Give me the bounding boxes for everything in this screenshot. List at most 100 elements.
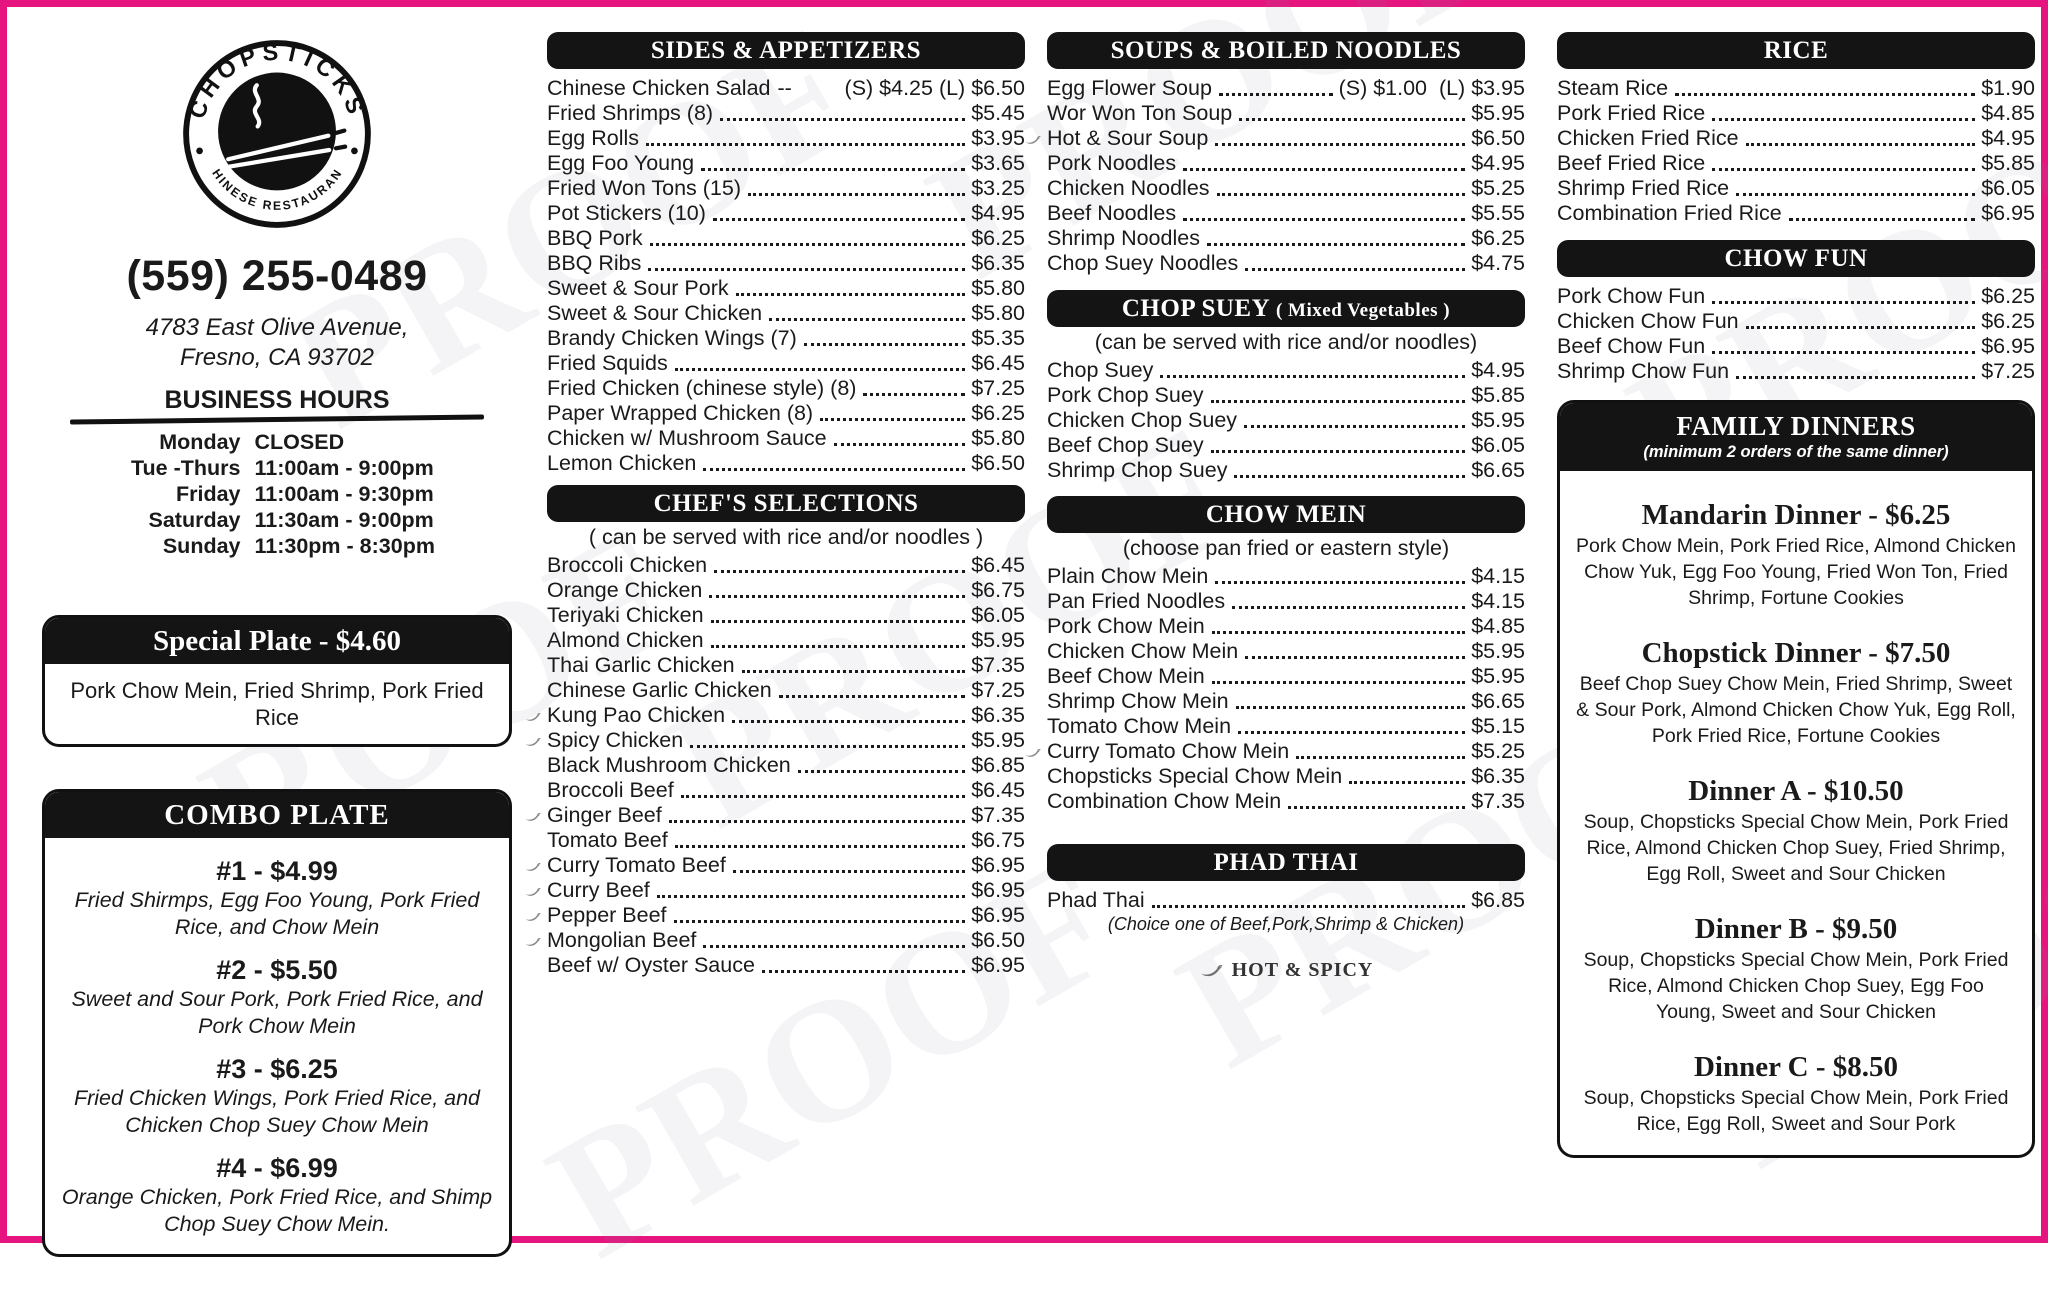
menu-item-row: Wor Won Ton Soup $5.95 — [1047, 101, 1525, 126]
menu-item-name: Egg Foo Young — [547, 151, 695, 175]
menu-item-price: $6.95 — [971, 953, 1025, 977]
menu-item-name: Chinese Chicken Salad — [547, 76, 771, 100]
dotted-leader — [680, 795, 966, 798]
chili-pepper-icon — [524, 808, 541, 825]
menu-item-name: Beef w/ Oyster Sauce — [547, 953, 755, 977]
dotted-leader — [710, 620, 966, 623]
menu-item-price: $1.90 — [1981, 76, 2035, 100]
chopsticks-logo-icon: CHOPSTICKS CHINESE RESTAURANT — [171, 22, 371, 228]
menu-item-name: Pork Chop Suey — [1047, 383, 1204, 407]
menu-item-price: $6.05 — [1471, 433, 1525, 457]
dotted-leader — [710, 645, 966, 648]
menu-item-price: $3.25 — [971, 176, 1025, 200]
menu-item-price: $6.25 — [971, 401, 1025, 425]
chow-mein-subtitle: (choose pan fried or eastern style) — [1122, 536, 1450, 560]
combo-plate-items: #1 - $4.99 Fried Shirmps, Egg Foo Young,… — [45, 838, 509, 1254]
menu-item-price: $5.95 — [971, 628, 1025, 652]
menu-item-name: Curry Tomato Beef — [547, 853, 726, 877]
special-plate-box: Special Plate - $4.60 Pork Chow Mein, Fr… — [42, 615, 512, 747]
menu-item-name: BBQ Ribs — [547, 251, 642, 275]
chili-pepper-icon — [524, 858, 541, 875]
chop-suey-items: Chop Suey $4.95 Pork Chop Suey $5.85 Chi… — [1047, 358, 1525, 483]
dotted-leader — [1288, 806, 1466, 809]
menu-item-name: Pork Noodles — [1047, 151, 1177, 175]
menu-item-price: $6.05 — [971, 603, 1025, 627]
dotted-leader — [863, 393, 966, 396]
menu-item-row: Chicken Noodles $5.25 — [1047, 176, 1525, 201]
family-dinner-description: Pork Chow Mein, Pork Fried Rice, Almond … — [1576, 535, 2016, 609]
menu-item-row: Beef Chow Mein $5.95 — [1047, 664, 1525, 689]
business-hours-title: BUSINESS HOURS — [164, 386, 390, 414]
dotted-leader — [646, 143, 966, 146]
menu-item-row: Pot Stickers (10) $4.95 — [547, 201, 1025, 226]
dotted-leader — [732, 720, 966, 723]
dotted-leader — [1206, 243, 1466, 246]
family-dinners-box: FAMILY DINNERS (minimum 2 orders of the … — [1557, 400, 2035, 1158]
dotted-leader — [1210, 400, 1466, 403]
menu-item-name: Egg Rolls — [547, 126, 640, 150]
business-hours-underline — [70, 414, 484, 425]
menu-item-row: Shrimp Noodles $6.25 — [1047, 226, 1525, 251]
dotted-leader — [720, 118, 966, 121]
dotted-leader — [1296, 756, 1466, 759]
menu-item-name: Shrimp Fried Rice — [1557, 176, 1730, 200]
menu-item-name: Beef Chow Fun — [1557, 334, 1706, 358]
dotted-leader — [735, 293, 966, 296]
menu-item-price: $5.85 — [1981, 151, 2035, 175]
menu-item-name: Chicken Fried Rice — [1557, 126, 1739, 150]
column-appetizers-chefs: SIDES & APPETIZERS Chinese Chicken Salad… — [525, 7, 1025, 978]
dotted-leader — [1244, 425, 1466, 428]
dotted-leader — [648, 268, 966, 271]
business-hours-day: Tue -Thurs — [131, 456, 241, 480]
family-dinners-title: FAMILY DINNERS — [1676, 411, 1916, 441]
menu-item-name: Hot & Sour Soup — [1047, 126, 1209, 150]
menu-item-price: $5.95 — [1471, 101, 1525, 125]
special-plate-description: Pork Chow Mein, Fried Shrimp, Pork Fried… — [70, 678, 484, 730]
menu-item-row: Chopsticks Special Chow Mein $6.35 — [1047, 764, 1525, 789]
dotted-leader — [1238, 731, 1466, 734]
restaurant-logo: CHOPSTICKS CHINESE RESTAURANT — [42, 22, 512, 240]
dotted-leader — [674, 845, 966, 848]
dotted-leader — [668, 820, 966, 823]
menu-item-row: Shrimp Chow Mein $6.65 — [1047, 689, 1525, 714]
combo-item-title: #1 - $4.99 — [216, 856, 338, 886]
menu-item-row: Orange Chicken $6.75 — [547, 578, 1025, 603]
menu-item-name: Orange Chicken — [547, 578, 703, 602]
menu-item-row: Pork Chow Fun $6.25 — [1557, 284, 2035, 309]
dotted-leader — [1210, 450, 1466, 453]
menu-item-price: $5.15 — [1471, 714, 1525, 738]
menu-item-name: Tomato Beef — [547, 828, 668, 852]
chili-pepper-icon — [524, 733, 541, 750]
menu-item-name: Thai Garlic Chicken — [547, 653, 735, 677]
family-dinner: Dinner A - $10.50 Soup, Chopsticks Speci… — [1576, 774, 2016, 887]
dotted-leader — [1712, 168, 1976, 171]
menu-item-row: Ginger Beef $7.35 — [525, 803, 1025, 828]
menu-item-price: $4.85 — [1471, 614, 1525, 638]
combo-item-description: Fried Chicken Wings, Pork Fried Rice, an… — [73, 1086, 481, 1137]
menu-item-name: Tomato Chow Mein — [1047, 714, 1232, 738]
menu-item-row: Steam Rice $1.90 — [1557, 76, 2035, 101]
menu-item-name: Broccoli Beef — [547, 778, 674, 802]
menu-item-row: Chicken Chow Mein $5.95 — [1047, 639, 1525, 664]
menu-item-name: Steam Rice — [1557, 76, 1669, 100]
dotted-leader — [1245, 656, 1466, 659]
family-dinner-title: Chopstick Dinner - $7.50 — [1641, 637, 1951, 669]
menu-item-name: Brandy Chicken Wings (7) — [547, 326, 797, 350]
dotted-leader — [769, 318, 966, 321]
menu-item-price: $3.65 — [971, 151, 1025, 175]
dotted-leader — [1712, 301, 1976, 304]
menu-item-row: Lemon Chicken $6.50 — [547, 451, 1025, 476]
chefs-items: Broccoli Chicken $6.45 Orange Chicken $6… — [525, 553, 1025, 978]
menu-item-row: Chinese Chicken Salad -- (S) $4.25 (L) $… — [547, 76, 1025, 101]
dotted-leader — [1788, 218, 1976, 221]
menu-item-row: Almond Chicken $5.95 — [547, 628, 1025, 653]
business-hours-day: Friday — [175, 482, 241, 506]
menu-item-price: (S) $1.00 (L) $3.95 — [1338, 76, 1525, 100]
combo-item-title: #3 - $6.25 — [216, 1054, 338, 1084]
family-dinners-header: FAMILY DINNERS (minimum 2 orders of the … — [1560, 403, 2032, 471]
menu-item-row: Egg Foo Young $3.65 — [547, 151, 1025, 176]
menu-item-name: Chopsticks Special Chow Mein — [1047, 764, 1343, 788]
menu-item-name: Wor Won Ton Soup — [1047, 101, 1233, 125]
dotted-leader — [1736, 376, 1976, 379]
menu-item-name: Fried Chicken (chinese style) (8) — [547, 376, 857, 400]
